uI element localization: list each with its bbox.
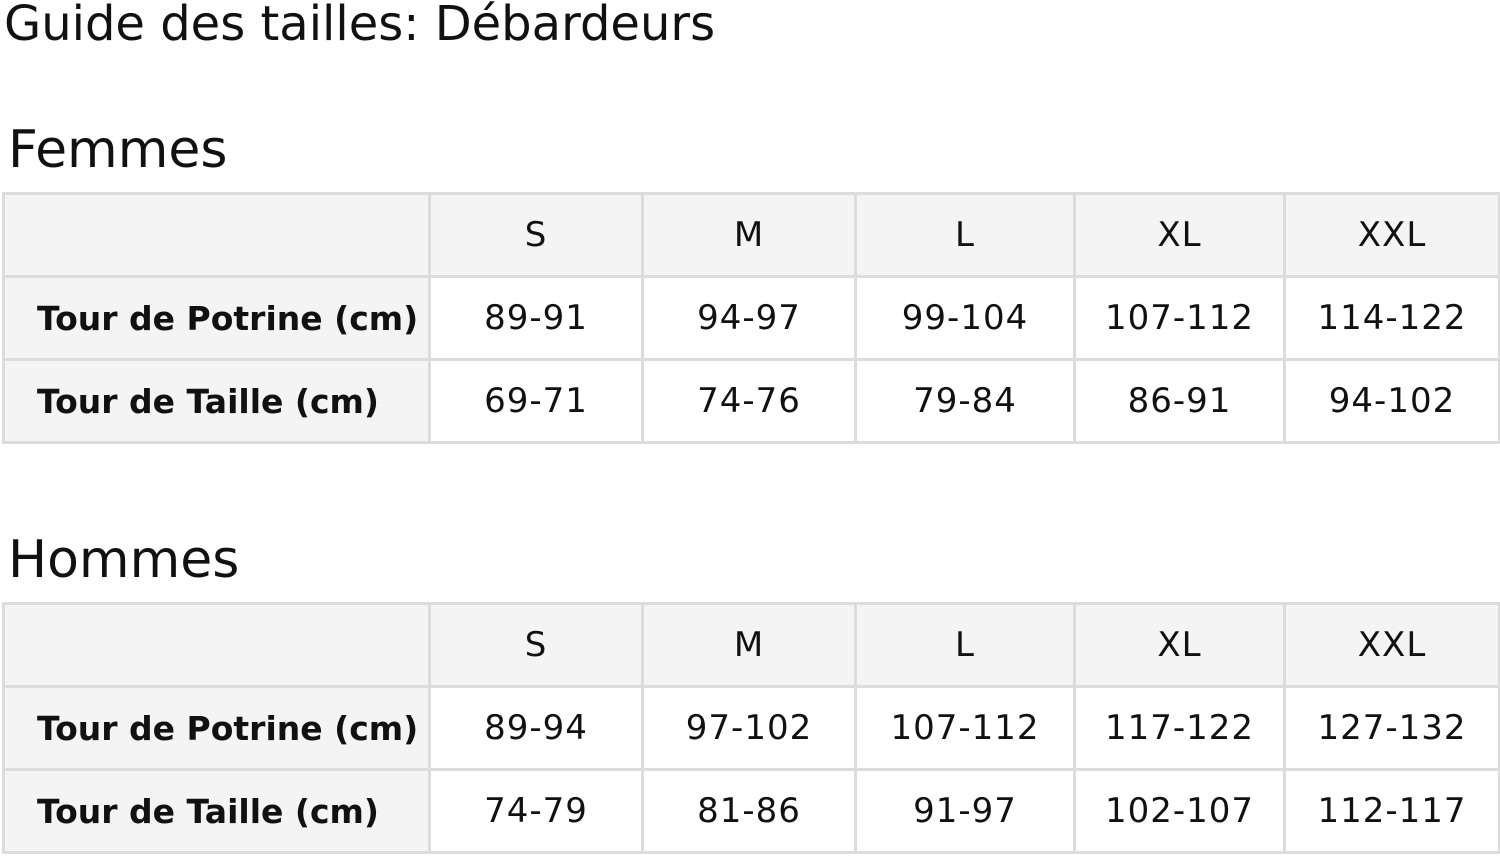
measurement-cell: 97-102 bbox=[641, 685, 857, 771]
size-header: XL bbox=[1073, 192, 1286, 278]
size-header: XXL bbox=[1283, 602, 1500, 688]
measurement-cell: 89-91 bbox=[428, 275, 644, 361]
row-label: Tour de Taille (cm) bbox=[2, 358, 431, 444]
size-table-hommes: S M L XL XXL Tour de Potrine (cm) 89-94 97-102 1… bbox=[2, 602, 1500, 854]
size-header: S bbox=[428, 602, 644, 688]
size-header: M bbox=[641, 192, 857, 278]
corner-cell bbox=[2, 602, 431, 688]
measurement-cell: 107-112 bbox=[854, 685, 1076, 771]
table-row: Tour de Potrine (cm) 89-91 94-97 99-104 107-… bbox=[2, 275, 1500, 361]
size-header: M bbox=[641, 602, 857, 688]
row-label: Tour de Potrine (cm) bbox=[2, 685, 431, 771]
measurement-cell: 89-94 bbox=[428, 685, 644, 771]
measurement-cell: 102-107 bbox=[1073, 768, 1286, 854]
measurement-cell: 79-84 bbox=[854, 358, 1076, 444]
section-heading-femmes: Femmes bbox=[8, 120, 228, 180]
row-label: Tour de Taille (cm) bbox=[2, 768, 431, 854]
measurement-cell: 94-97 bbox=[641, 275, 857, 361]
table-row: Tour de Potrine (cm) 89-94 97-102 107-112 11… bbox=[2, 685, 1500, 771]
size-header: L bbox=[854, 192, 1076, 278]
size-header: S bbox=[428, 192, 644, 278]
measurement-cell: 74-76 bbox=[641, 358, 857, 444]
measurement-cell: 91-97 bbox=[854, 768, 1076, 854]
header-row: S M L XL XXL bbox=[2, 602, 1500, 688]
size-header: XXL bbox=[1283, 192, 1500, 278]
size-header: L bbox=[854, 602, 1076, 688]
measurement-cell: 74-79 bbox=[428, 768, 644, 854]
measurement-cell: 94-102 bbox=[1283, 358, 1500, 444]
size-header: XL bbox=[1073, 602, 1286, 688]
row-label: Tour de Potrine (cm) bbox=[2, 275, 431, 361]
measurement-cell: 107-112 bbox=[1073, 275, 1286, 361]
table-row: Tour de Taille (cm) 74-79 81-86 91-97 102-10… bbox=[2, 768, 1500, 854]
header-row: S M L XL XXL bbox=[2, 192, 1500, 278]
measurement-cell: 117-122 bbox=[1073, 685, 1286, 771]
corner-cell bbox=[2, 192, 431, 278]
table-row: Tour de Taille (cm) 69-71 74-76 79-84 86-91 9… bbox=[2, 358, 1500, 444]
measurement-cell: 81-86 bbox=[641, 768, 857, 854]
measurement-cell: 127-132 bbox=[1283, 685, 1500, 771]
measurement-cell: 114-122 bbox=[1283, 275, 1500, 361]
section-heading-hommes: Hommes bbox=[8, 530, 240, 590]
page-title: Guide des tailles: Débardeurs bbox=[4, 0, 716, 52]
measurement-cell: 86-91 bbox=[1073, 358, 1286, 444]
measurement-cell: 99-104 bbox=[854, 275, 1076, 361]
measurement-cell: 69-71 bbox=[428, 358, 644, 444]
size-table-femmes: S M L XL XXL Tour de Potrine (cm) 89-91 94-97 99… bbox=[2, 192, 1500, 444]
measurement-cell: 112-117 bbox=[1283, 768, 1500, 854]
